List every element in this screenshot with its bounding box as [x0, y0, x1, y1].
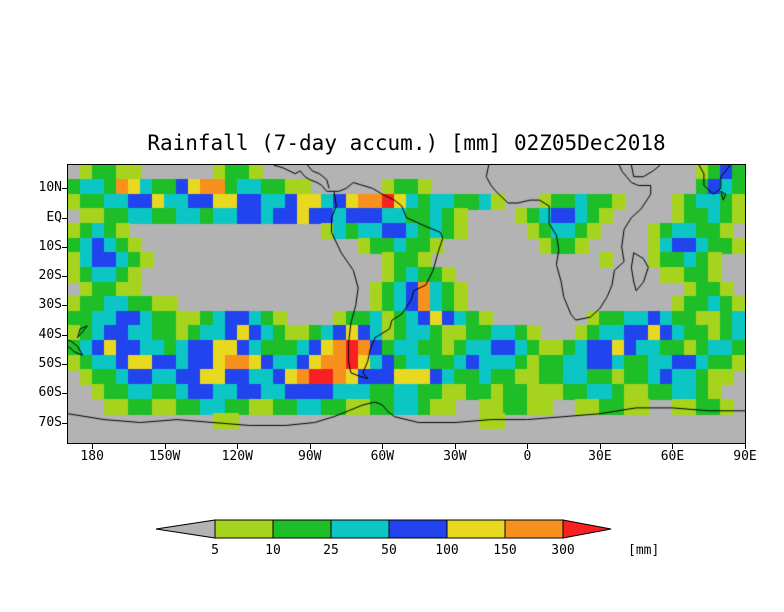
- colorbar-box: [388, 519, 448, 539]
- colorbar-box: [504, 519, 564, 539]
- y-tick-label: 70S: [38, 414, 62, 430]
- x-tick-label: 90W: [298, 449, 322, 464]
- x-tick-mark: [745, 444, 746, 449]
- x-tick-mark: [164, 444, 166, 449]
- y-tick-mark: [62, 363, 67, 365]
- y-tick-label: 50S: [38, 355, 62, 371]
- colorbar-tick-label: 10: [265, 543, 281, 558]
- y-tick-label: 10N: [38, 180, 62, 196]
- colorbar-tick-label: 150: [493, 543, 516, 558]
- x-tick-label: 150W: [149, 449, 181, 464]
- y-tick-label: EQ: [46, 209, 62, 225]
- x-tick-label: 60E: [660, 449, 685, 464]
- colorbar-tick-label: 5: [211, 543, 219, 558]
- y-tick-mark: [62, 217, 67, 219]
- colorbar-unit-label: [mm]: [628, 543, 659, 558]
- y-tick-mark: [62, 422, 67, 424]
- colorbar-tick-label: 100: [435, 543, 458, 558]
- y-tick-label: 10S: [38, 238, 62, 254]
- colorbar-box: [214, 519, 274, 539]
- x-tick-mark: [599, 444, 601, 449]
- colorbar-box: [272, 519, 332, 539]
- x-tick-mark: [92, 444, 94, 449]
- colorbar-tick-label: 300: [551, 543, 574, 558]
- x-tick-mark: [309, 444, 311, 449]
- colorbar: 5 10 25 50 100 150 300 [mm]: [155, 519, 659, 558]
- x-tick-label: 30W: [443, 449, 467, 464]
- colorbar-box: [446, 519, 506, 539]
- y-tick-mark: [62, 188, 67, 190]
- x-tick-label: 0: [523, 449, 532, 464]
- x-tick-mark: [527, 444, 529, 449]
- x-tick-label: 30E: [588, 449, 612, 464]
- y-tick-label: 40S: [38, 326, 62, 342]
- x-tick-mark: [454, 444, 456, 449]
- y-tick-label: 20S: [38, 268, 62, 284]
- x-tick-label: 60W: [370, 449, 395, 464]
- chart-title: Rainfall (7-day accum.) [mm] 02Z05Dec201…: [147, 131, 666, 155]
- colorbar-box: [330, 519, 390, 539]
- x-tick-label: 180: [80, 449, 104, 464]
- x-tick-mark: [672, 444, 674, 449]
- y-tick-mark: [62, 276, 67, 278]
- x-tick-mark: [237, 444, 239, 449]
- colorbar-below-arrow: [155, 519, 216, 539]
- map-frame: [67, 164, 746, 444]
- x-tick-label: 90E: [733, 449, 757, 464]
- y-tick-mark: [62, 393, 67, 395]
- x-tick-label: 120W: [221, 449, 253, 464]
- colorbar-tick-label: 25: [323, 543, 339, 558]
- x-tick-mark: [382, 444, 384, 449]
- colorbar-above-arrow: [562, 519, 612, 539]
- y-tick-mark: [62, 334, 67, 336]
- y-tick-label: 60S: [38, 385, 62, 401]
- colorbar-tick-label: 50: [381, 543, 397, 558]
- y-tick-mark: [62, 305, 67, 307]
- y-tick-label: 30S: [38, 297, 62, 313]
- rainfall-map-canvas: [68, 165, 745, 443]
- y-tick-mark: [62, 246, 67, 248]
